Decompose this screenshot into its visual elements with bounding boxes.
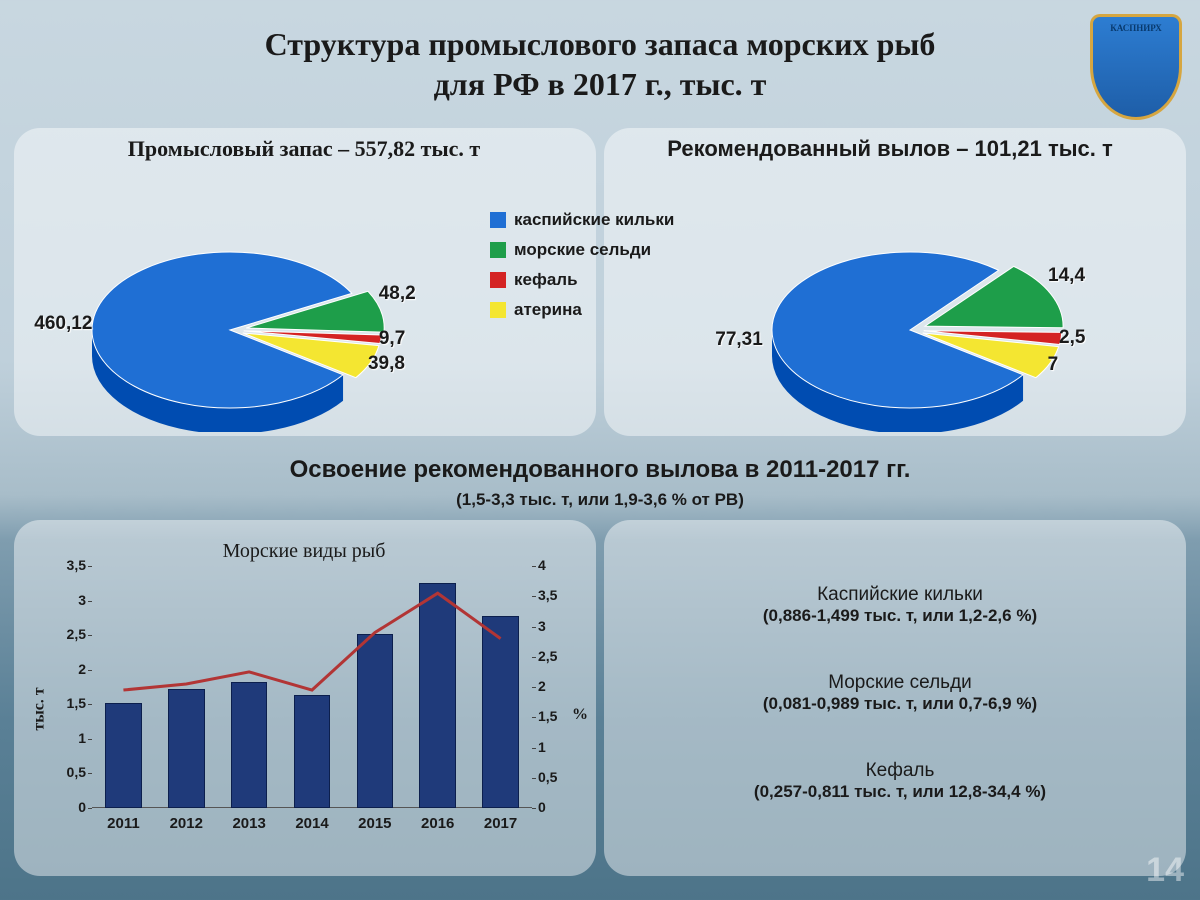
legend-label: атерина bbox=[514, 300, 582, 320]
y2-tick: 4 bbox=[538, 557, 568, 573]
y2-tick: 0 bbox=[538, 799, 568, 815]
y1-tick: 1 bbox=[56, 730, 86, 746]
info-name: Кефаль bbox=[640, 760, 1160, 782]
pie-slice-label: 460,12 bbox=[34, 313, 92, 335]
y1-tick: 3,5 bbox=[56, 557, 86, 573]
y2-tick: 3,5 bbox=[538, 587, 568, 603]
legend-label: каспийские кильки bbox=[514, 210, 674, 230]
y1-tick: 0,5 bbox=[56, 764, 86, 780]
info-value: (0,257-0,811 тыс. т, или 12,8-34,4 %) bbox=[640, 782, 1160, 802]
legend-item: атерина bbox=[490, 300, 710, 320]
y1-tick: 1,5 bbox=[56, 695, 86, 711]
y2-tick: 0,5 bbox=[538, 769, 568, 785]
legend-item: кефаль bbox=[490, 270, 710, 290]
legend-label: кефаль bbox=[514, 270, 578, 290]
x-tick: 2013 bbox=[232, 815, 265, 832]
logo: КАСПНИРХ bbox=[1090, 14, 1182, 120]
y1-tick: 2,5 bbox=[56, 626, 86, 642]
logo-text: КАСПНИРХ bbox=[1110, 23, 1162, 33]
x-tick: 2014 bbox=[295, 815, 328, 832]
pie-slice-label: 9,7 bbox=[379, 328, 405, 350]
y2-tick: 2,5 bbox=[538, 648, 568, 664]
x-tick: 2011 bbox=[107, 815, 140, 832]
pie-slice-label: 48,2 bbox=[379, 283, 416, 305]
pie-slice-label: 77,31 bbox=[715, 329, 763, 351]
pie-slice-label: 7 bbox=[1048, 354, 1059, 376]
x-tick: 2012 bbox=[170, 815, 203, 832]
x-tick: 2017 bbox=[484, 815, 517, 832]
legend-swatch bbox=[490, 272, 506, 288]
title-line2: для РФ в 2017 г., тыс. т bbox=[434, 66, 767, 102]
info-value: (0,886-1,499 тыс. т, или 1,2-2,6 %) bbox=[640, 606, 1160, 626]
legend-item: морские сельди bbox=[490, 240, 710, 260]
pie-left: 460,1248,29,739,8 bbox=[40, 182, 400, 432]
title-line1: Структура промыслового запаса морских ры… bbox=[265, 26, 936, 62]
plot-area: 00,511,522,533,500,511,522,533,542011201… bbox=[92, 566, 532, 808]
pie-right-title: Рекомендованный вылов – 101,21 тыс. т bbox=[620, 136, 1160, 162]
legend-label: морские сельди bbox=[514, 240, 651, 260]
pie-slice-label: 39,8 bbox=[368, 353, 405, 375]
x-tick: 2016 bbox=[421, 815, 454, 832]
pie-right: 77,3114,42,57 bbox=[720, 182, 1080, 432]
pie-legend: каспийские кильки морские сельди кефаль ате… bbox=[490, 200, 710, 330]
y1-tick: 3 bbox=[56, 592, 86, 608]
info-block: Кефаль(0,257-0,811 тыс. т, или 12,8-34,4… bbox=[640, 760, 1160, 802]
legend-swatch bbox=[490, 302, 506, 318]
section-title: Освоение рекомендованного вылова в 2011-… bbox=[0, 456, 1200, 484]
pie-slice-label: 14,4 bbox=[1048, 265, 1085, 287]
y2-tick: 2 bbox=[538, 678, 568, 694]
legend-item: каспийские кильки bbox=[490, 210, 710, 230]
y1-tick: 2 bbox=[56, 661, 86, 677]
legend-swatch bbox=[490, 212, 506, 228]
y2-tick: 1 bbox=[538, 739, 568, 755]
bar-chart-title: Морские виды рыб bbox=[34, 540, 574, 563]
y2-label: % bbox=[572, 706, 588, 724]
y1-tick: 0 bbox=[56, 799, 86, 815]
page-title: Структура промыслового запаса морских ры… bbox=[0, 24, 1200, 104]
y1-label: тыс. т bbox=[31, 687, 49, 730]
pie-slice-label: 2,5 bbox=[1059, 327, 1085, 349]
bar-line-chart: Морские виды рыб тыс. т % 00,511,522,533… bbox=[34, 540, 574, 870]
info-block: Каспийские кильки(0,886-1,499 тыс. т, ил… bbox=[640, 584, 1160, 626]
info-name: Каспийские кильки bbox=[640, 584, 1160, 606]
info-block: Морские сельди(0,081-0,989 тыс. т, или 0… bbox=[640, 672, 1160, 714]
legend-swatch bbox=[490, 242, 506, 258]
y2-tick: 3 bbox=[538, 618, 568, 634]
info-value: (0,081-0,989 тыс. т, или 0,7-6,9 %) bbox=[640, 694, 1160, 714]
x-tick: 2015 bbox=[358, 815, 391, 832]
info-name: Морские сельди bbox=[640, 672, 1160, 694]
page-number: 14 bbox=[1146, 851, 1184, 890]
pie-left-title: Промысловый запас – 557,82 тыс. т bbox=[64, 136, 544, 162]
y2-tick: 1,5 bbox=[538, 708, 568, 724]
section-subtitle: (1,5-3,3 тыс. т, или 1,9-3,6 % от РВ) bbox=[0, 490, 1200, 510]
